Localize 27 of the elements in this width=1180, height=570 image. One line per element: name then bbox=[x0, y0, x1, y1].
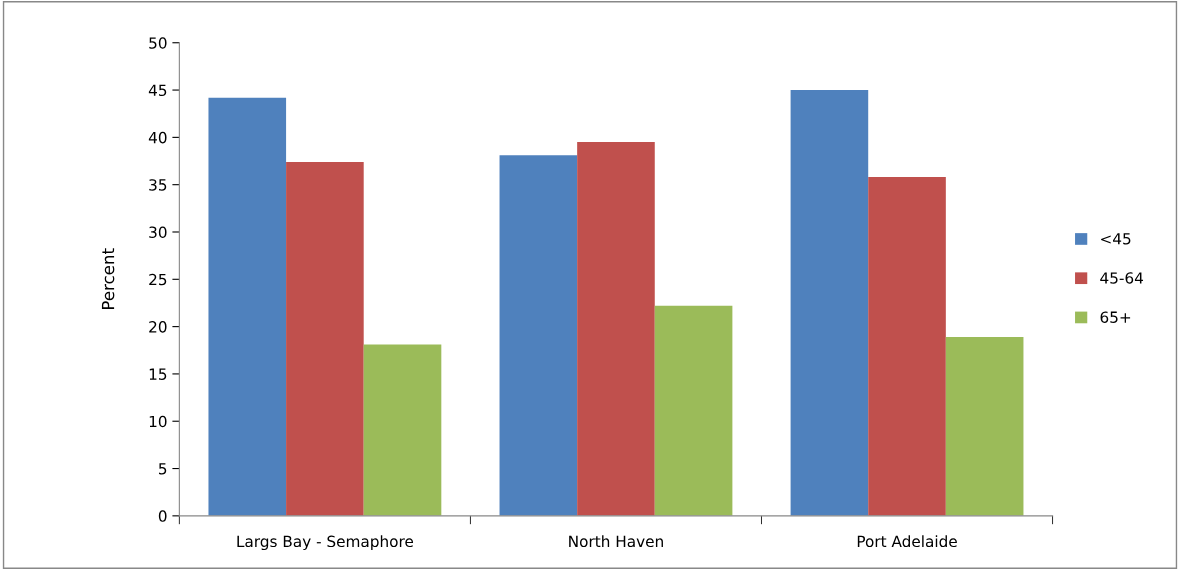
bar bbox=[868, 177, 946, 516]
x-tick-label: North Haven bbox=[569, 535, 663, 548]
bar bbox=[286, 161, 364, 516]
legend-label: 45-64 bbox=[1100, 272, 1144, 284]
y-tick-label: 40 bbox=[148, 131, 167, 144]
legend-label: 65+ bbox=[1100, 311, 1131, 323]
y-tick-label: 35 bbox=[149, 179, 167, 191]
x-tick-label: Largs Bay - Semaphore bbox=[237, 535, 414, 551]
y-tick-label: 45 bbox=[148, 84, 167, 97]
y-tick-label: 15 bbox=[149, 368, 167, 380]
y-tick-label: 20 bbox=[149, 321, 167, 333]
y-tick-label: 25 bbox=[149, 273, 167, 286]
bar bbox=[945, 337, 1024, 516]
y-tick-label: 50 bbox=[149, 37, 167, 49]
y-tick-label: 0 bbox=[158, 510, 167, 522]
bar bbox=[577, 142, 655, 516]
bar bbox=[208, 97, 287, 516]
bar bbox=[499, 155, 578, 516]
y-tick-label: 30 bbox=[149, 226, 167, 239]
y-tick-label: 5 bbox=[159, 463, 167, 475]
bar bbox=[654, 305, 733, 516]
y-axis-title: Percent bbox=[101, 248, 115, 310]
legend-label: <45 bbox=[1101, 233, 1131, 245]
bar bbox=[790, 90, 869, 516]
y-tick-label: 10 bbox=[149, 415, 167, 428]
x-tick-label: Port Adelaide bbox=[857, 535, 957, 548]
bar bbox=[363, 344, 442, 516]
